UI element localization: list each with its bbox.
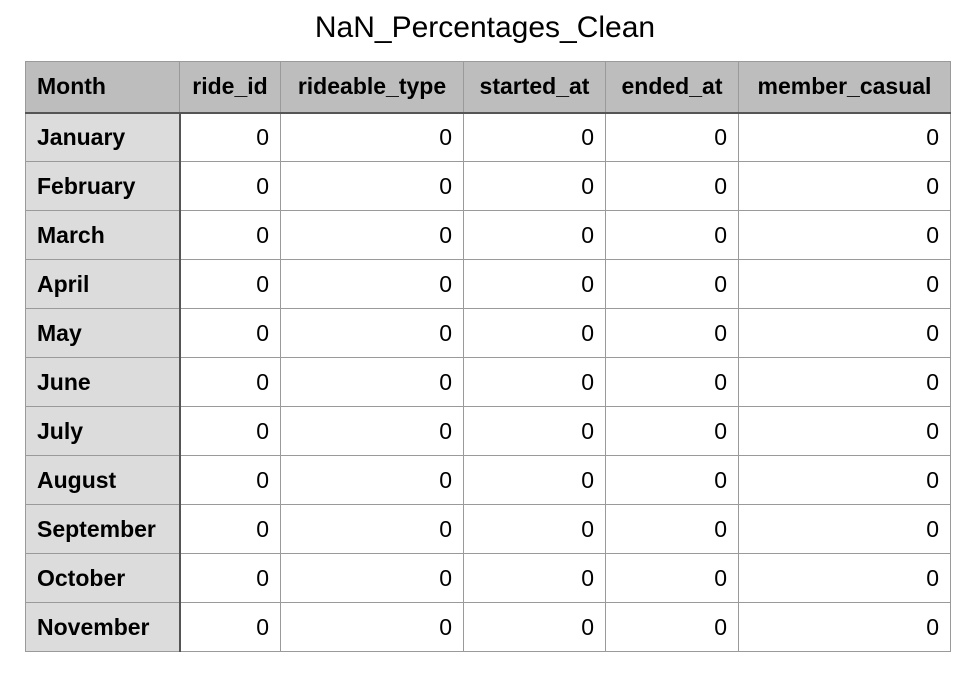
table-cell: 0 [463,308,606,358]
table-cell: 0 [605,455,739,505]
table-cell: 0 [179,357,281,407]
column-header-rideable-type: rideable_type [280,61,464,114]
table-row: April 0 0 0 0 0 [25,259,951,309]
table-cell: 0 [179,259,281,309]
table-cell: 0 [605,259,739,309]
column-header-member-casual: member_casual [738,61,951,114]
table-cell: 0 [463,504,606,554]
table-cell: 0 [179,602,281,652]
table-cell: 0 [605,357,739,407]
table-cell: 0 [463,259,606,309]
table-cell: 0 [280,308,464,358]
table-cell: 0 [179,308,281,358]
row-header-month: July [25,406,181,456]
table-title: NaN_Percentages_Clean [314,11,656,44]
column-header-month: Month [25,61,180,114]
table-row: January 0 0 0 0 0 [25,112,951,162]
table-cell: 0 [280,504,464,554]
table-cell: 0 [179,112,281,162]
column-header-ended-at: ended_at [605,61,739,114]
table-cell: 0 [738,112,951,162]
table-cell: 0 [738,210,951,260]
table-row: October 0 0 0 0 0 [25,553,951,603]
table-cell: 0 [179,553,281,603]
table-cell: 0 [605,210,739,260]
table-cell: 0 [605,504,739,554]
header-row: Month ride_id rideable_type started_at e… [25,61,951,114]
table-row: March 0 0 0 0 0 [25,210,951,260]
row-header-month: August [25,455,181,505]
table-row: May 0 0 0 0 0 [25,308,951,358]
table-cell: 0 [738,553,951,603]
table-cell: 0 [179,406,281,456]
table-cell: 0 [280,357,464,407]
table-row: September 0 0 0 0 0 [25,504,951,554]
row-header-month: March [25,210,181,260]
table-row: July 0 0 0 0 0 [25,406,951,456]
table-cell: 0 [738,259,951,309]
row-header-month: February [25,161,181,211]
table-cell: 0 [463,161,606,211]
table-cell: 0 [605,112,739,162]
table-cell: 0 [463,602,606,652]
table-cell: 0 [605,602,739,652]
column-header-ride-id: ride_id [179,61,281,114]
row-header-month: January [25,112,181,162]
row-header-month: October [25,553,181,603]
table-cell: 0 [179,161,281,211]
table-cell: 0 [179,504,281,554]
table-cell: 0 [463,357,606,407]
table-cell: 0 [738,455,951,505]
table-cell: 0 [280,455,464,505]
table-cell: 0 [738,357,951,407]
table-cell: 0 [605,406,739,456]
table-cell: 0 [280,161,464,211]
table-cell: 0 [605,308,739,358]
table-cell: 0 [738,602,951,652]
table-cell: 0 [463,210,606,260]
table-cell: 0 [463,553,606,603]
row-header-month: May [25,308,181,358]
nan-percentages-table: Month ride_id rideable_type started_at e… [25,61,951,652]
table-cell: 0 [738,308,951,358]
table-cell: 0 [280,602,464,652]
table-cell: 0 [605,553,739,603]
table-cell: 0 [280,406,464,456]
table-cell: 0 [179,455,281,505]
row-header-month: April [25,259,181,309]
table-cell: 0 [280,259,464,309]
table-cell: 0 [280,553,464,603]
table-row: November 0 0 0 0 0 [25,602,951,652]
table-cell: 0 [280,210,464,260]
table-cell: 0 [605,161,739,211]
table-cell: 0 [179,210,281,260]
table-cell: 0 [738,161,951,211]
table-cell: 0 [738,406,951,456]
table-cell: 0 [463,406,606,456]
table-cell: 0 [738,504,951,554]
row-header-month: November [25,602,181,652]
row-header-month: June [25,357,181,407]
table-cell: 0 [280,112,464,162]
column-header-started-at: started_at [463,61,606,114]
table-cell: 0 [463,112,606,162]
table-row: August 0 0 0 0 0 [25,455,951,505]
row-header-month: September [25,504,181,554]
table-row: February 0 0 0 0 0 [25,161,951,211]
table-row: June 0 0 0 0 0 [25,357,951,407]
table-cell: 0 [463,455,606,505]
